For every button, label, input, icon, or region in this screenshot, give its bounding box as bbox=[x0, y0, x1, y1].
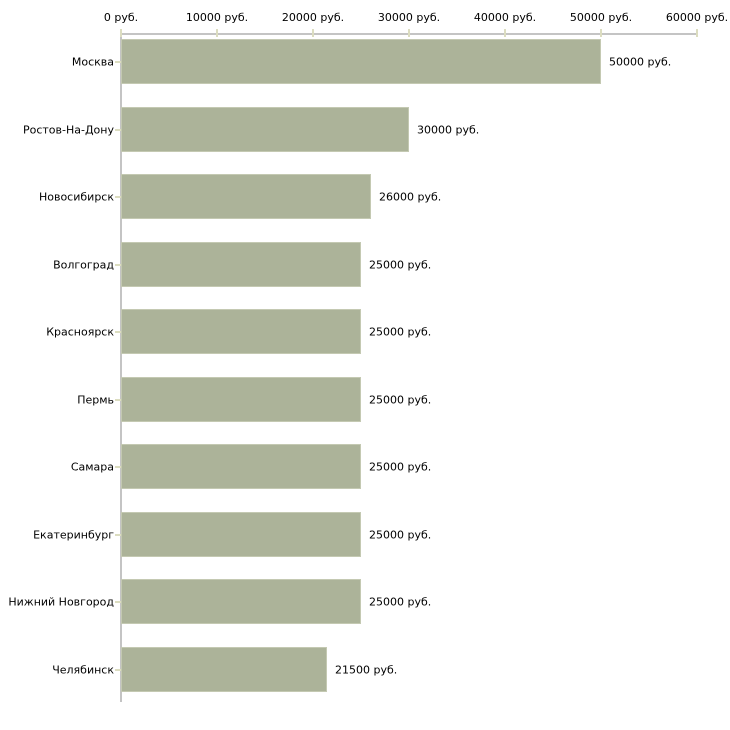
x-tick-label: 0 руб. bbox=[103, 11, 139, 24]
x-tick-label: 40000 руб. bbox=[473, 11, 537, 24]
y-tick-mark bbox=[115, 465, 121, 468]
y-tick-mark bbox=[115, 195, 121, 198]
category-label: Волгоград bbox=[53, 258, 114, 271]
category-label: Екатеринбург bbox=[33, 528, 114, 541]
value-label: 25000 руб. bbox=[369, 595, 432, 608]
bar-10 bbox=[121, 647, 327, 692]
value-label: 25000 руб. bbox=[369, 393, 432, 406]
y-tick-mark bbox=[115, 668, 121, 671]
x-tick-mark bbox=[408, 29, 410, 37]
bar-5 bbox=[121, 309, 361, 354]
bar-1 bbox=[121, 39, 601, 84]
y-tick-mark bbox=[115, 128, 121, 131]
bar-8 bbox=[121, 512, 361, 557]
category-label: Самара bbox=[70, 460, 114, 473]
y-tick-mark bbox=[115, 330, 121, 333]
x-tick-mark bbox=[216, 29, 218, 37]
value-label: 21500 руб. bbox=[335, 663, 398, 676]
bar-6 bbox=[121, 377, 361, 422]
y-tick-mark bbox=[115, 60, 121, 63]
category-label: Пермь bbox=[77, 393, 114, 406]
y-tick-mark bbox=[115, 263, 121, 266]
value-label: 26000 руб. bbox=[379, 190, 442, 203]
bar-7 bbox=[121, 444, 361, 489]
value-label: 25000 руб. bbox=[369, 325, 432, 338]
x-tick-label: 20000 руб. bbox=[281, 11, 345, 24]
value-label: 25000 руб. bbox=[369, 258, 432, 271]
category-label: Москва bbox=[71, 55, 114, 68]
value-label: 25000 руб. bbox=[369, 460, 432, 473]
value-label: 30000 руб. bbox=[417, 123, 480, 136]
x-tick-mark bbox=[696, 29, 698, 37]
x-tick-label: 50000 руб. bbox=[569, 11, 633, 24]
x-tick-mark bbox=[600, 29, 602, 37]
x-tick-label: 10000 руб. bbox=[185, 11, 249, 24]
x-tick-mark bbox=[312, 29, 314, 37]
category-label: Нижний Новгород bbox=[8, 595, 114, 608]
category-label: Челябинск bbox=[52, 663, 114, 676]
bar-2 bbox=[121, 107, 409, 152]
category-label: Новосибирск bbox=[38, 190, 114, 203]
bar-4 bbox=[121, 242, 361, 287]
bar-9 bbox=[121, 579, 361, 624]
category-label: Красноярск bbox=[46, 325, 114, 338]
x-tick-mark bbox=[120, 29, 122, 37]
x-tick-mark bbox=[504, 29, 506, 37]
value-label: 25000 руб. bbox=[369, 528, 432, 541]
y-tick-mark bbox=[115, 398, 121, 401]
x-tick-label: 30000 руб. bbox=[377, 11, 441, 24]
y-tick-mark bbox=[115, 600, 121, 603]
y-axis-line bbox=[120, 33, 122, 702]
x-tick-label: 60000 руб. bbox=[665, 11, 729, 24]
value-label: 50000 руб. bbox=[609, 55, 672, 68]
bar-3 bbox=[121, 174, 371, 219]
category-label: Ростов-На-Дону bbox=[22, 123, 114, 136]
y-tick-mark bbox=[115, 533, 121, 536]
